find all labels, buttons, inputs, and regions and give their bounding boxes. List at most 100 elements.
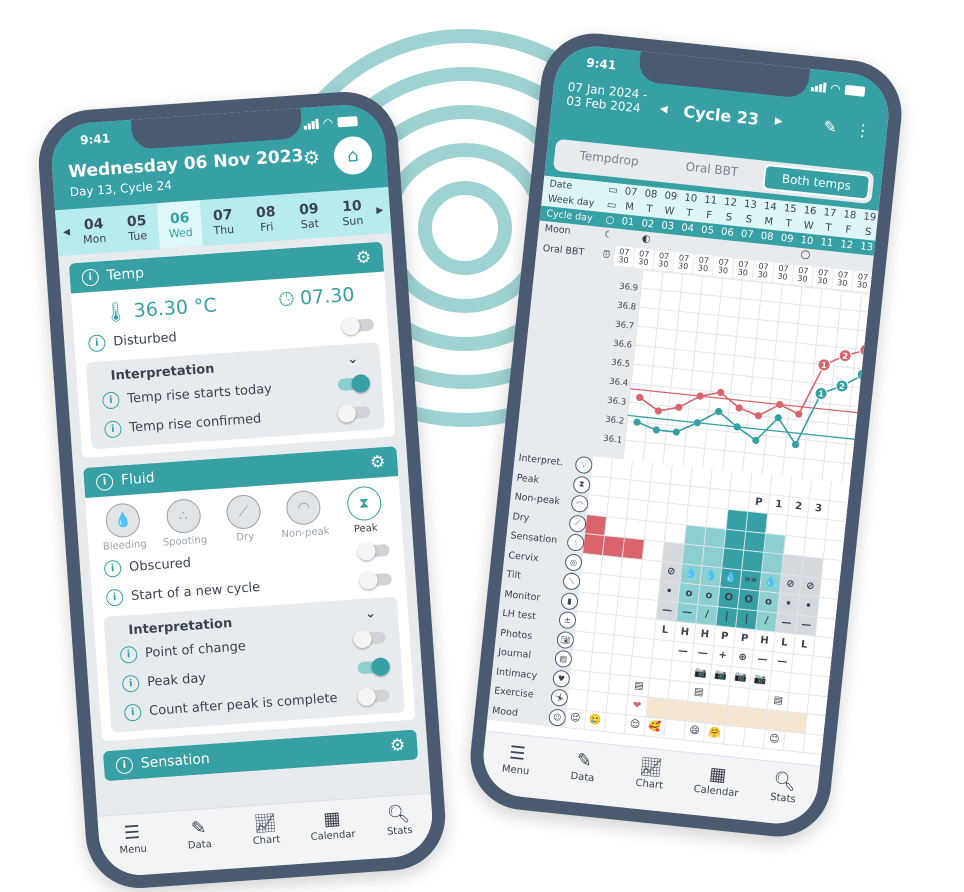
obs-cell[interactable] [783, 731, 806, 754]
obs-cell[interactable] [684, 525, 707, 547]
nav-menu[interactable]: ☰ Menu [485, 740, 548, 779]
obs-cell[interactable] [662, 542, 685, 564]
time-value[interactable]: 07.30 [299, 283, 356, 310]
time-cell[interactable]: 07 30 [633, 247, 655, 270]
obs-cell[interactable]: ⊕ [731, 647, 754, 670]
obs-cell[interactable] [640, 559, 663, 582]
nav-stats[interactable]: 🔍︎ Stats [368, 802, 430, 839]
obs-cell[interactable] [811, 656, 834, 678]
time-cell[interactable]: 07 30 [653, 249, 675, 272]
obs-cell[interactable] [787, 692, 810, 715]
temp-rise-confirmed-toggle[interactable] [339, 405, 371, 420]
obs-cell[interactable]: P [714, 626, 737, 648]
info-icon[interactable]: i [121, 674, 140, 693]
obs-cell[interactable]: — [672, 641, 695, 663]
obscured-toggle[interactable] [359, 543, 390, 558]
obs-cell[interactable]: + [712, 645, 735, 668]
pencil-icon[interactable]: ✎ [822, 116, 838, 138]
obs-cell[interactable] [566, 689, 589, 711]
obs-cell[interactable] [614, 615, 637, 638]
info-icon[interactable]: i [103, 420, 123, 439]
obs-cell[interactable]: — [676, 602, 699, 625]
obs-cell[interactable] [594, 613, 617, 636]
obs-cell[interactable] [815, 617, 838, 639]
obs-cell[interactable]: ⊘ [660, 561, 683, 584]
obs-cell[interactable] [624, 518, 647, 541]
data-point[interactable] [835, 379, 849, 393]
obs-cell[interactable] [791, 653, 814, 676]
obs-cell[interactable] [825, 520, 848, 542]
previous-arrow-icon[interactable]: ◀ [62, 227, 71, 238]
obs-cell[interactable] [578, 572, 601, 595]
time-cell[interactable]: 07 30 [732, 258, 754, 281]
time-cell[interactable]: 07 30 [613, 245, 635, 268]
info-icon[interactable]: i [115, 755, 134, 774]
count-after-peak-toggle[interactable] [359, 688, 391, 703]
obs-cell[interactable] [764, 533, 787, 555]
obs-cell[interactable]: — [771, 651, 794, 674]
obs-cell[interactable] [750, 473, 773, 495]
obs-cell[interactable]: 1 [768, 494, 791, 517]
obs-cell[interactable]: ❤ [626, 695, 649, 717]
obs-cell[interactable]: 2 [788, 496, 811, 519]
obs-cell[interactable] [604, 712, 627, 735]
obs-cell[interactable] [688, 486, 711, 508]
obs-cell[interactable] [781, 554, 804, 577]
obs-cell[interactable]: P [748, 492, 771, 515]
info-icon[interactable]: i [87, 334, 106, 353]
obs-cell[interactable]: • [797, 595, 820, 618]
time-cell[interactable]: 07 30 [772, 262, 794, 285]
nav-calendar[interactable]: ▦ Calendar [301, 806, 363, 843]
time-cell[interactable]: 07 30 [852, 270, 873, 293]
nav-data[interactable]: ✎ Data [552, 747, 615, 786]
obs-cell[interactable] [725, 705, 748, 728]
obs-cell[interactable] [708, 488, 731, 510]
obs-cell[interactable] [589, 475, 612, 498]
obs-cell[interactable]: 🤗 [703, 723, 726, 745]
data-point[interactable] [675, 403, 683, 411]
obs-cell[interactable] [650, 462, 673, 485]
obs-cell[interactable]: o [757, 591, 780, 614]
data-point[interactable] [795, 410, 803, 418]
time-cell[interactable]: 07 30 [812, 266, 834, 289]
obs-cell[interactable]: H [694, 624, 717, 646]
obs-cell[interactable] [586, 691, 609, 713]
obs-cell[interactable] [630, 656, 653, 679]
obs-cell[interactable] [801, 556, 824, 579]
nav-stats[interactable]: 🔍︎ Stats [752, 768, 815, 807]
obs-cell[interactable] [742, 550, 765, 573]
obs-cell[interactable] [583, 533, 605, 556]
info-icon[interactable]: i [95, 472, 114, 491]
obs-cell[interactable] [574, 611, 597, 634]
time-cell[interactable]: 07 30 [692, 253, 714, 276]
obs-cell[interactable] [807, 694, 830, 717]
fluid-option-dry[interactable]: ⟋ Dry [214, 493, 273, 545]
obs-cell[interactable] [817, 597, 840, 620]
time-cell[interactable]: 07 30 [752, 260, 774, 283]
obs-cell[interactable] [728, 490, 751, 512]
obs-cell[interactable] [722, 548, 745, 571]
info-icon[interactable]: i [105, 588, 124, 607]
time-cell[interactable]: 07 30 [832, 268, 854, 291]
obs-cell[interactable] [769, 671, 792, 693]
obs-cell[interactable]: 📷 [749, 669, 772, 691]
obs-cell[interactable]: ▤ [767, 690, 790, 713]
obs-cell[interactable] [600, 555, 623, 577]
obs-cell[interactable]: o [678, 583, 701, 605]
obs-cell[interactable] [727, 686, 750, 708]
obs-cell[interactable] [690, 466, 713, 489]
obs-cell[interactable] [805, 518, 828, 540]
obs-cell[interactable] [604, 516, 627, 539]
data-point[interactable] [838, 349, 852, 363]
obs-cell[interactable] [644, 520, 667, 543]
obs-cell[interactable]: ▤ [628, 676, 651, 698]
obs-cell[interactable]: 💧 [700, 565, 723, 588]
obs-cell[interactable]: »» [740, 570, 763, 592]
obs-cell[interactable] [710, 468, 733, 491]
obs-cell[interactable]: L [773, 632, 796, 654]
data-point[interactable] [774, 414, 782, 422]
obs-cell[interactable] [823, 539, 846, 562]
obs-cell[interactable]: ⊘ [779, 574, 802, 596]
day-10[interactable]: 10 Sun [329, 188, 375, 237]
obs-cell[interactable] [626, 499, 649, 521]
